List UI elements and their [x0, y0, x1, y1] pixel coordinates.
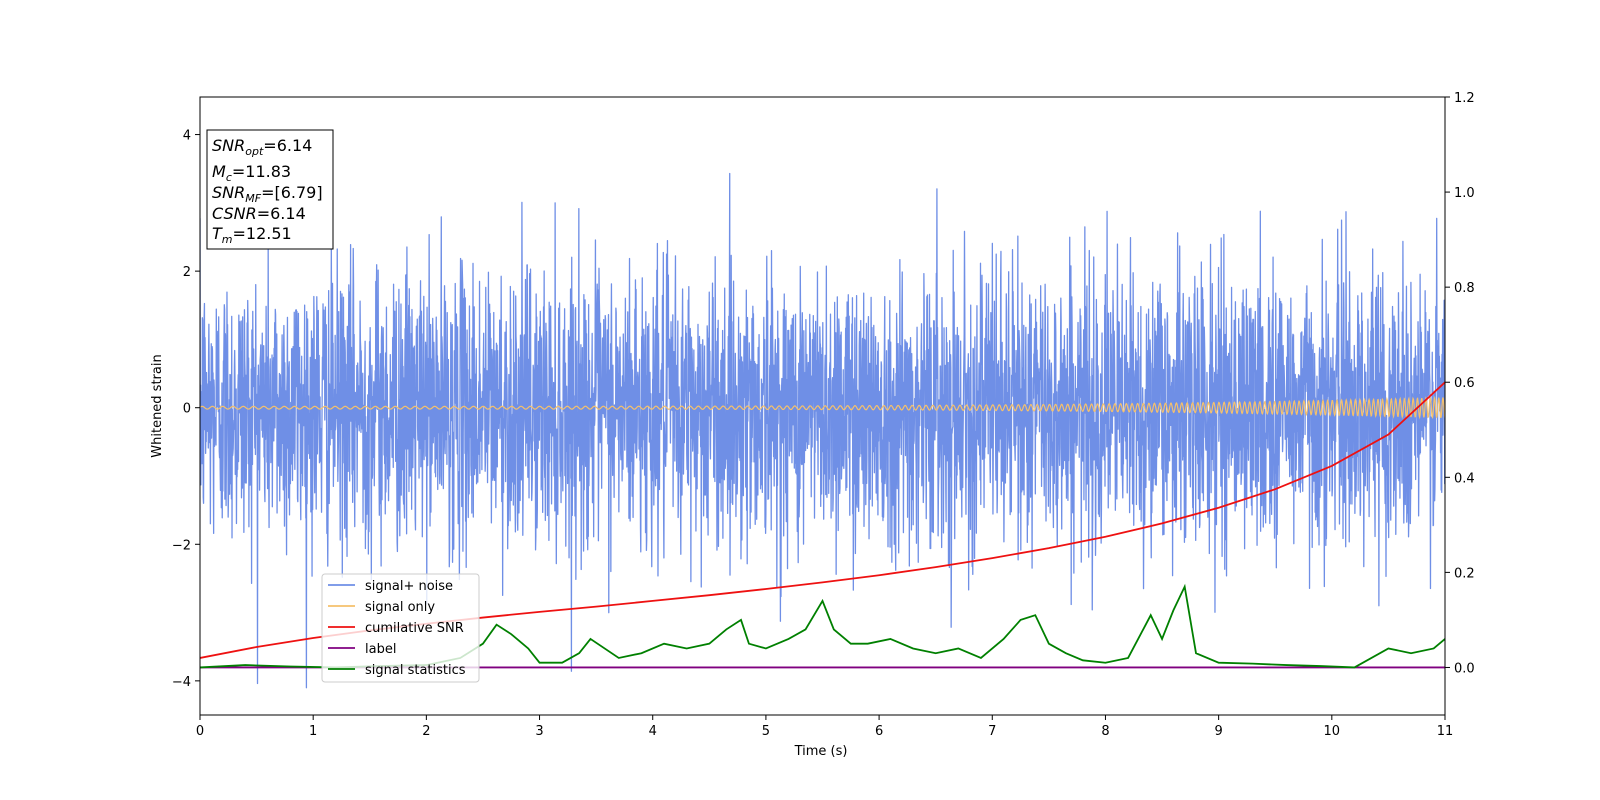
legend-label: signal statistics: [365, 663, 466, 678]
x-tick-label: 10: [1324, 724, 1341, 739]
info-line-symbol: T: [212, 224, 223, 243]
series-line-signal-noise: [200, 172, 1445, 689]
x-tick-label: 6: [875, 724, 883, 739]
y-axis-left: −4 −2 0 2 4: [172, 129, 200, 690]
y-right-tick-label: 0.8: [1454, 281, 1475, 296]
y-axis-label: Whitened strain: [150, 354, 165, 457]
y-right-tick-label: 0.6: [1454, 376, 1475, 391]
y-left-tick-label: 0: [183, 402, 191, 417]
series-line-signal-statistics: [200, 583, 1445, 669]
x-axis: 0 1 2 3 4 5 6 7 8 9 10 11: [196, 715, 1453, 739]
x-tick-label: 8: [1101, 724, 1109, 739]
y-left-tick-label: 2: [183, 265, 191, 280]
x-tick-label: 2: [422, 724, 430, 739]
y-left-tick-label: −4: [172, 675, 191, 690]
info-line-symbol: SNR: [212, 136, 245, 155]
y-left-tick-label: −2: [172, 538, 191, 553]
legend: signal+ noise signal only cumilative SNR la…: [321, 573, 480, 683]
info-box: SNRopt=6.14Mc=11.83SNRMF=[6.79]CSNR=6.14…: [206, 129, 334, 250]
info-line-subscript: m: [222, 233, 233, 246]
info-line-subscript: MF: [245, 192, 261, 205]
plot-frame: [199, 96, 1446, 716]
info-line-symbol: CSNR: [212, 204, 257, 223]
info-line: Tm=12.51: [212, 224, 292, 246]
legend-frame: [321, 573, 480, 683]
x-tick-label: 0: [196, 724, 204, 739]
y-right-tick-label: 0.0: [1454, 661, 1475, 676]
series-line-signal-only: [200, 395, 1445, 420]
info-line-value: =12.51: [233, 224, 292, 243]
info-line-value: =[6.79]: [261, 183, 323, 202]
info-line: Mc=11.83: [212, 162, 291, 184]
y-right-tick-label: 1.2: [1454, 91, 1475, 106]
info-line-value: =6.14: [263, 136, 312, 155]
x-tick-label: 7: [988, 724, 996, 739]
x-tick-label: 4: [649, 724, 657, 739]
info-line-subscript: opt: [245, 145, 264, 158]
x-tick-label: 5: [762, 724, 770, 739]
info-line: CSNR=6.14: [212, 204, 306, 223]
x-tick-label: 11: [1437, 724, 1454, 739]
info-line-symbol: M: [212, 162, 226, 181]
y-right-tick-label: 0.4: [1454, 471, 1475, 486]
info-box-frame: [206, 129, 334, 250]
x-axis-label: Time (s): [794, 744, 848, 759]
legend-label: signal+ noise: [365, 579, 453, 594]
y-left-tick-label: 4: [183, 129, 191, 144]
x-tick-label: 1: [309, 724, 317, 739]
info-line-value: =11.83: [232, 162, 291, 181]
legend-label: label: [365, 642, 396, 657]
x-tick-label: 9: [1214, 724, 1222, 739]
info-line-subscript: c: [226, 171, 232, 184]
legend-label: signal only: [365, 600, 435, 615]
x-tick-label: 3: [535, 724, 543, 739]
y-right-tick-label: 0.2: [1454, 566, 1475, 581]
info-line-symbol: SNR: [212, 183, 245, 202]
info-line: SNRMF=[6.79]: [212, 183, 323, 205]
y-right-tick-label: 1.0: [1454, 186, 1475, 201]
y-axis-right: 0.0 0.2 0.4 0.6 0.8 1.0 1.2: [1445, 91, 1475, 676]
info-line-value: =6.14: [257, 204, 306, 223]
legend-label: cumilative SNR: [365, 621, 464, 636]
info-line: SNRopt=6.14: [212, 136, 312, 158]
